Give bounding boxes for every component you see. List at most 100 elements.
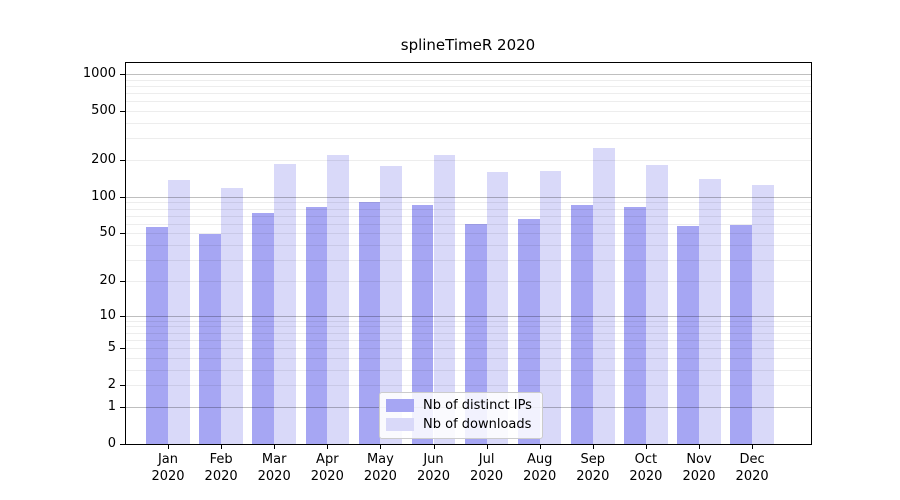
gridline-minor — [125, 245, 811, 247]
x-tick-label: Sep 2020 — [565, 451, 621, 485]
y-tick-label: 200 — [91, 151, 116, 167]
y-tick-label: 50 — [99, 225, 116, 241]
gridline-minor — [125, 85, 811, 87]
y-tick-mark — [120, 315, 125, 317]
y-tick-mark — [120, 444, 125, 445]
gridline-minor — [125, 332, 811, 334]
x-tick-year: 2020 — [363, 469, 397, 484]
gridline-minor — [125, 223, 811, 225]
y-tick-label: 1 — [107, 398, 116, 414]
y-tick-mark — [120, 111, 125, 113]
gridline-minor — [125, 320, 811, 322]
bar-downloads-oct — [645, 165, 668, 444]
x-tick-month: Jun — [423, 452, 444, 467]
y-tick-label: 10 — [99, 307, 116, 323]
bar-distinct-ips-sep — [571, 204, 593, 444]
gridline-minor — [125, 93, 811, 95]
gridline-minor — [125, 357, 811, 359]
x-tick-month: Feb — [209, 452, 233, 467]
x-tick-mark — [274, 445, 276, 449]
x-tick-mark — [645, 445, 647, 449]
x-tick-month: Apr — [316, 452, 339, 467]
bar-downloads-sep — [592, 148, 615, 444]
gridline-major — [125, 196, 811, 198]
y-tick-label: 500 — [91, 103, 116, 119]
y-tick-mark — [120, 348, 125, 350]
y-tick-label: 0 — [107, 436, 116, 451]
y-tick-mark — [120, 385, 125, 387]
x-tick-month: Dec — [739, 452, 765, 467]
x-tick-year: 2020 — [257, 469, 291, 484]
x-tick-label: Aug 2020 — [512, 451, 568, 485]
y-tick-label: 100 — [91, 188, 116, 204]
bar-downloads-apr — [327, 154, 350, 444]
legend-item-distinct-ips: Nb of distinct IPs — [386, 398, 532, 413]
bar-distinct-ips-jan — [146, 227, 168, 444]
gridline-minor — [125, 202, 811, 204]
x-tick-mark — [327, 445, 329, 449]
bar-downloads-jun — [433, 155, 456, 444]
x-tick-mark — [752, 445, 754, 449]
bar-downloads-dec — [752, 185, 774, 444]
x-tick-mark — [433, 445, 435, 449]
x-tick-month: May — [366, 452, 394, 467]
bar-distinct-ips-nov — [677, 225, 699, 444]
x-tick-year: 2020 — [204, 469, 238, 484]
spine-top — [125, 62, 811, 63]
gridline-minor — [125, 215, 811, 217]
x-tick-year: 2020 — [523, 469, 557, 484]
legend: Nb of distinct IPs Nb of downloads — [379, 392, 543, 439]
bar-distinct-ips-apr — [305, 207, 328, 444]
gridline-minor — [125, 138, 811, 140]
x-tick-label: May 2020 — [352, 451, 408, 485]
bar-distinct-ips-jun — [411, 205, 434, 444]
bar-downloads-may — [380, 166, 403, 444]
gridline-minor — [125, 369, 811, 371]
bar-downloads-feb — [221, 188, 243, 444]
spine-bottom — [125, 444, 811, 445]
y-tick-mark — [120, 73, 125, 75]
bar-distinct-ips-feb — [199, 234, 222, 444]
bar-distinct-ips-oct — [624, 206, 646, 444]
x-tick-label: Oct 2020 — [618, 451, 674, 485]
gridline-major — [125, 315, 811, 317]
bar-distinct-ips-jul — [464, 223, 487, 444]
gridline-minor — [125, 233, 811, 235]
x-tick-mark — [486, 445, 488, 449]
bar-distinct-ips-dec — [730, 224, 753, 444]
gridline-minor — [125, 159, 811, 161]
x-tick-year: 2020 — [310, 469, 344, 484]
x-tick-year: 2020 — [470, 469, 504, 484]
x-tick-year: 2020 — [629, 469, 663, 484]
gridline-minor — [125, 122, 811, 124]
x-tick-mark — [699, 445, 700, 449]
x-tick-label: Jun 2020 — [406, 451, 462, 485]
gridline-minor — [125, 208, 811, 210]
bar-downloads-aug — [539, 170, 562, 444]
x-tick-mark — [380, 445, 382, 449]
x-tick-month: Sep — [580, 452, 606, 467]
y-tick-label: 1000 — [82, 65, 116, 81]
legend-item-downloads: Nb of downloads — [386, 417, 532, 432]
legend-swatch-downloads — [386, 418, 414, 431]
plot-area — [125, 62, 811, 445]
bar-downloads-jul — [486, 172, 509, 444]
bar-distinct-ips-aug — [517, 218, 540, 444]
x-tick-month: Jan — [157, 452, 179, 467]
gridline-minor — [125, 326, 811, 328]
x-tick-year: 2020 — [682, 469, 716, 484]
x-tick-mark — [539, 445, 541, 449]
x-tick-label: Jan 2020 — [140, 451, 196, 485]
gridline-minor — [125, 101, 811, 103]
bar-downloads-jan — [168, 180, 190, 444]
x-tick-mark — [221, 445, 223, 449]
y-tick-label: 20 — [99, 272, 116, 288]
gridline-minor — [125, 260, 811, 262]
legend-label-downloads: Nb of downloads — [423, 417, 532, 432]
y-tick-mark — [120, 233, 125, 235]
gridline-minor — [125, 385, 811, 387]
x-tick-month: Mar — [261, 452, 287, 467]
gridline-major — [125, 73, 811, 75]
x-tick-mark — [168, 445, 169, 449]
